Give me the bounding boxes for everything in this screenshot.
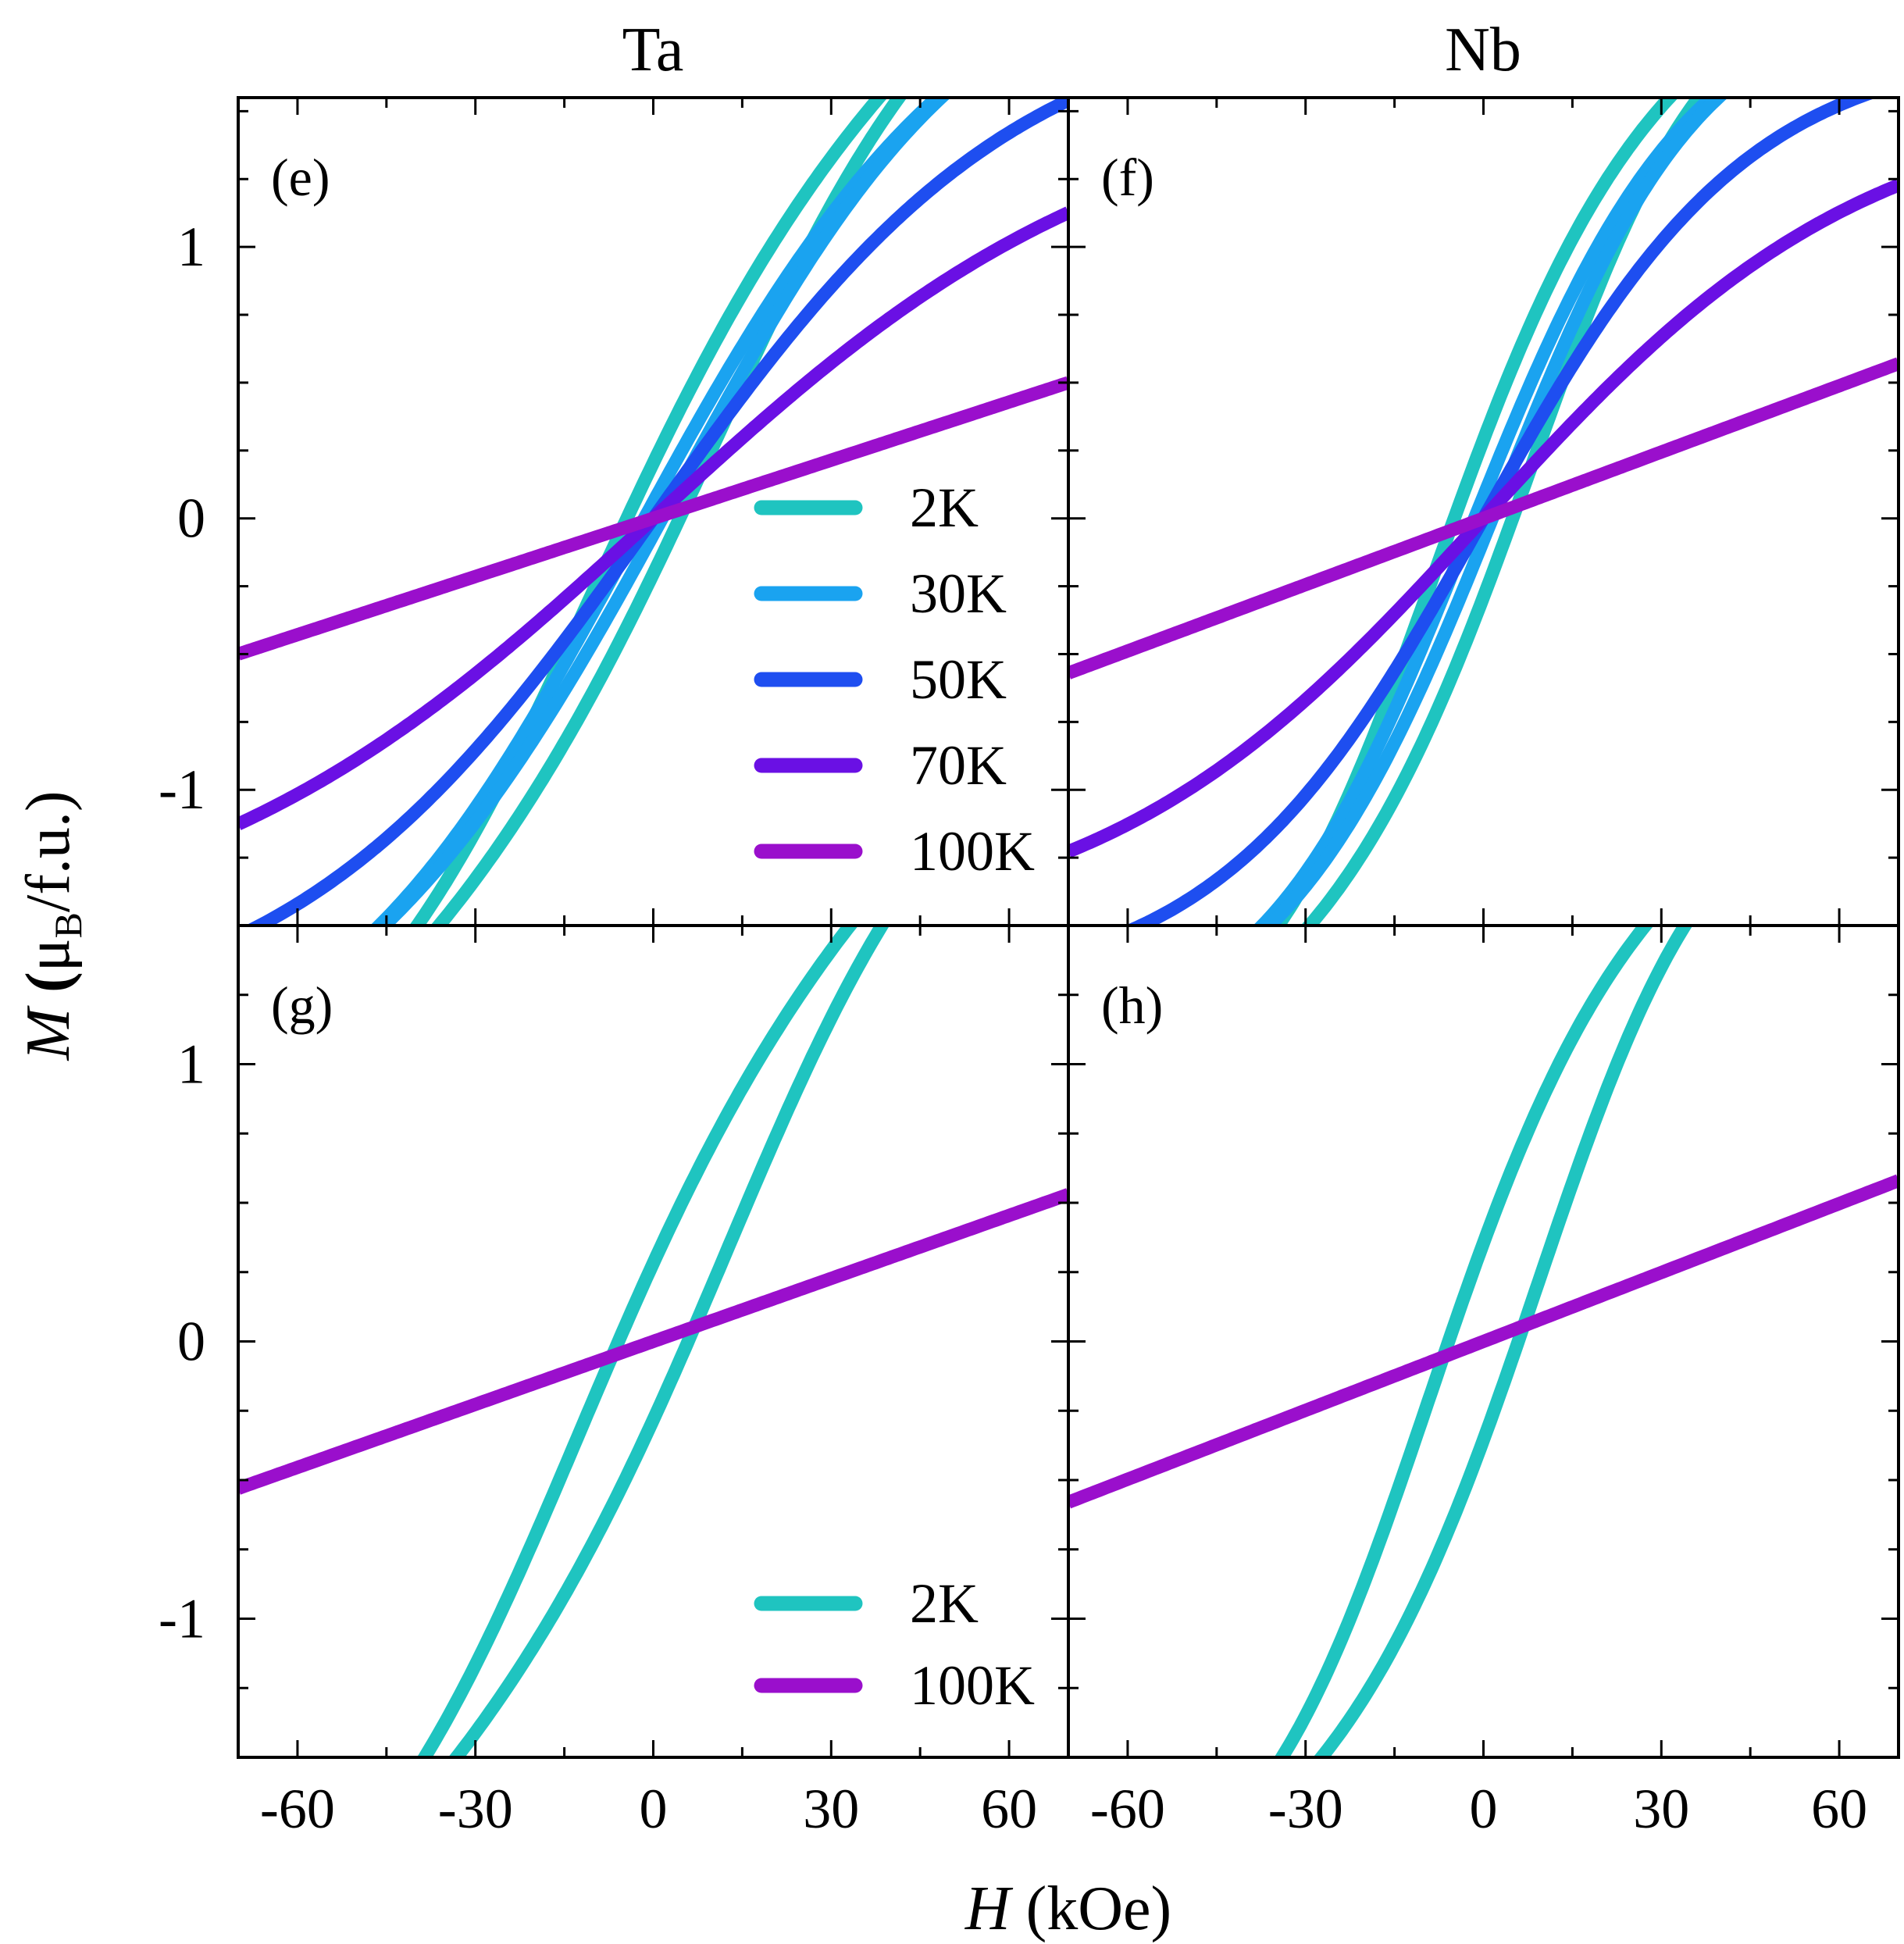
panel-f-curves (1068, 98, 1899, 926)
x-axis-var: H (964, 1874, 1014, 1943)
panel-g-series-100K (238, 1188, 1068, 1495)
y-axis-space (14, 993, 83, 1008)
panel-h-xtick-label-60: 60 (1811, 1778, 1867, 1840)
panel-g-legend-label-100K: 100K (910, 1654, 1035, 1717)
panel-e-legend-label-2K: 2K (910, 476, 979, 539)
panel-e-label: (e) (271, 148, 330, 207)
panel-e-curves (238, 98, 1068, 926)
panel-g-xtick-label-0: 0 (640, 1778, 668, 1840)
panel-h-xtick-label-30: 30 (1633, 1778, 1689, 1840)
chart-marks: -1 0 1 (e) 2K 30K 50K 70K 100K (f) -1 0 1 -60 -30 0 30 60… (159, 96, 1900, 1840)
panel-g-label: (g) (271, 976, 333, 1035)
panel-h-xtick-label-0: 0 (1470, 1778, 1498, 1840)
panel-e-legend-label-50K: 50K (910, 648, 1007, 711)
x-axis-title: H (kOe) (964, 1874, 1171, 1943)
panel-e-legend-label-30K: 30K (910, 562, 1007, 625)
panel-h-label: (h) (1101, 976, 1163, 1035)
panel-f-series-2K-up (1270, 98, 1679, 926)
panel-f-series-2K-down (1300, 98, 1707, 926)
panel-e: -1 0 1 (e) 2K 30K 50K 70K 100K (159, 96, 1070, 927)
panel-g-series-2K-up (416, 926, 859, 1757)
panel-g-xtick-label-60: 60 (981, 1778, 1037, 1840)
panel-g-xtick-label--60: -60 (260, 1778, 335, 1840)
panel-g-xtick-label-30: 30 (803, 1778, 859, 1840)
panel-h-xtick-label--30: -30 (1268, 1778, 1343, 1840)
panel-h-series-100K (1068, 1174, 1899, 1509)
panel-e-legend-label-70K: 70K (910, 734, 1007, 797)
column-title-ta: Ta (622, 16, 684, 84)
panel-e-ytick-label--1: -1 (159, 758, 205, 821)
y-axis-open: ( (14, 972, 83, 993)
panel-h-curves (1068, 926, 1899, 1757)
panel-h-xtick-label--60: -60 (1090, 1778, 1165, 1840)
y-axis-title: M (μB/f.u.) (14, 790, 90, 1061)
panel-f-series-100K (1068, 357, 1899, 680)
panel-e-legend: 2K 30K 50K 70K 100K (754, 476, 1035, 883)
panel-f-label: (f) (1101, 148, 1154, 207)
panel-g-series-2K-down (447, 926, 890, 1757)
panel-g: -1 0 1 -60 -30 0 30 60 (g) 2K 100K (159, 924, 1070, 1840)
panel-g-ytick-label-0: 0 (177, 1311, 205, 1373)
panel-g-curves (238, 926, 1068, 1757)
panel-g-xtick-label--30: -30 (438, 1778, 513, 1840)
panel-e-series-100K (238, 376, 1068, 661)
y-axis-var: M (14, 1005, 83, 1061)
y-axis-rest: /f.u.) (14, 790, 83, 912)
y-axis-sub: B (46, 912, 90, 938)
panel-h-series-2K-down (1313, 926, 1693, 1757)
panel-e-series-2K-up (408, 98, 888, 926)
panel-e-series-30K-down (374, 98, 951, 926)
panel-h: -60 -30 0 30 60 (h) (1067, 924, 1900, 1840)
panel-g-legend-label-2K: 2K (910, 1572, 979, 1635)
y-axis-mu: μ (14, 938, 83, 972)
panel-f-series-30K-up (1253, 98, 1722, 926)
panel-h-series-2K-up (1274, 926, 1654, 1757)
panel-f-series-30K-down (1260, 98, 1728, 926)
x-axis-space (1011, 1874, 1026, 1943)
panel-e-ytick-label-0: 0 (177, 487, 205, 550)
panel-g-ytick-label--1: -1 (159, 1588, 205, 1650)
x-axis-unit: (kOe) (1026, 1874, 1172, 1943)
panel-e-legend-label-100K: 100K (910, 820, 1035, 883)
panel-g-ytick-label-1: 1 (177, 1033, 205, 1096)
panel-e-series-2K-down (430, 98, 907, 926)
panel-g-legend: 2K 100K (754, 1572, 1035, 1717)
column-title-nb: Nb (1445, 16, 1521, 84)
panel-e-ytick-label-1: 1 (177, 216, 205, 278)
panel-f: (f) (1067, 96, 1900, 927)
